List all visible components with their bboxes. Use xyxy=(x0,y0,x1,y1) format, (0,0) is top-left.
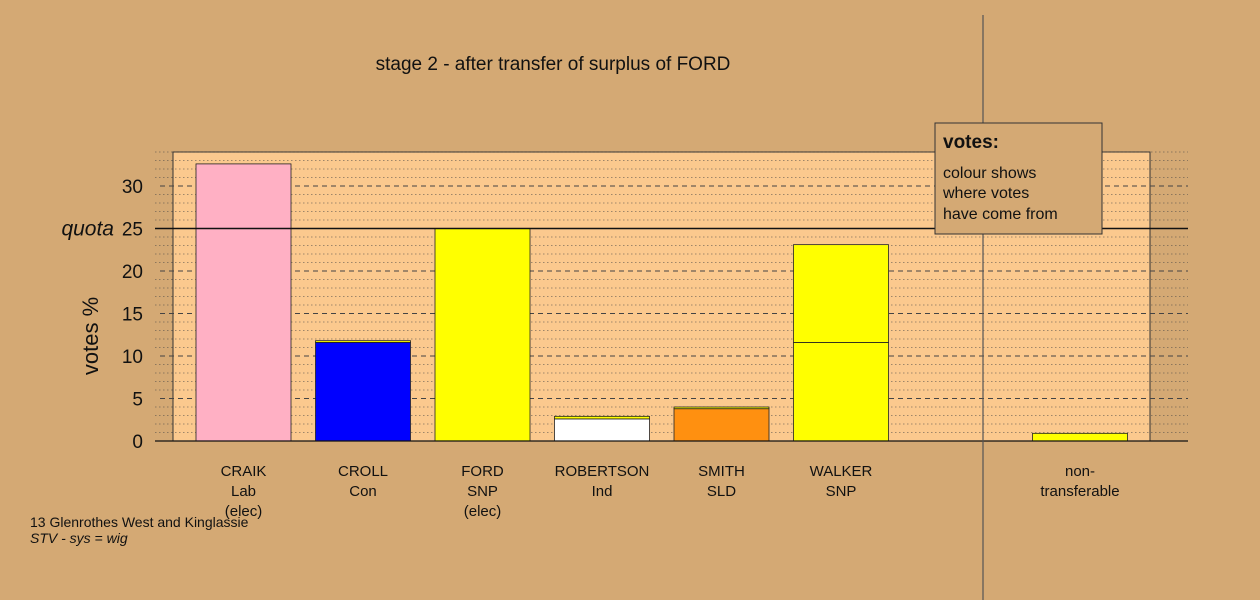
category-label: (elec) xyxy=(225,503,263,520)
quota-label: quota xyxy=(61,218,114,241)
bar-3-segment-0 xyxy=(554,418,650,442)
legend-line-3: have come from xyxy=(943,206,1058,223)
category-labels: CRAIK Lab (elec) CROLL Con FORD SNP (elec) ROBER… xyxy=(221,463,1120,520)
category-label: WALKER xyxy=(810,463,873,480)
legend-title: votes: xyxy=(943,132,999,153)
category-label: Con xyxy=(349,483,377,500)
y-tick-label: 30 xyxy=(122,177,143,198)
bar-1-segment-0 xyxy=(315,341,411,442)
category-label: non- xyxy=(1065,463,1095,480)
system-label: STV - sys = wig xyxy=(30,530,128,546)
bar-4-segment-1 xyxy=(673,406,770,410)
category-label: Lab xyxy=(231,483,256,500)
bar-5-segment-0 xyxy=(793,341,889,442)
legend-box: votes: colour shows where votes have com… xyxy=(934,122,1103,235)
category-label: SLD xyxy=(707,483,736,500)
category-label: ROBERTSON xyxy=(555,463,650,480)
chart-title: stage 2 - after transfer of surplus of F… xyxy=(376,54,731,75)
category-label: CROLL xyxy=(338,463,388,480)
bar-1-segment-1 xyxy=(315,340,411,343)
bars xyxy=(195,163,1128,442)
constituency-label: 13 Glenrothes West and Kinglassie xyxy=(30,514,249,530)
y-tick-label: 20 xyxy=(122,262,143,283)
bar-2-segment-0 xyxy=(434,228,531,442)
category-label: SNP xyxy=(826,483,857,500)
legend-line-1: colour shows xyxy=(943,165,1036,182)
bar-3-segment-1 xyxy=(554,415,650,420)
bar-7-segment-0 xyxy=(1032,432,1128,442)
y-tick-label: 5 xyxy=(132,390,143,411)
category-label: SMITH xyxy=(698,463,745,480)
legend-line-2: where votes xyxy=(942,185,1029,202)
category-label: CRAIK xyxy=(221,463,267,480)
legend-background xyxy=(934,122,1103,235)
y-tick-label: 0 xyxy=(132,432,143,453)
bar-4-segment-0 xyxy=(673,408,770,442)
category-label: (elec) xyxy=(464,503,502,520)
category-label: Ind xyxy=(592,483,613,500)
footer: 13 Glenrothes West and Kinglassie STV - … xyxy=(30,514,248,546)
y-axis-label: votes % xyxy=(78,297,103,375)
bar-0-segment-0 xyxy=(195,163,292,442)
category-label: transferable xyxy=(1040,483,1119,500)
y-tick-label: 25 xyxy=(122,220,143,241)
y-axis: 0 5 10 15 20 25 30 quota xyxy=(61,177,1188,453)
category-label: FORD xyxy=(461,463,504,480)
y-tick-label: 10 xyxy=(122,347,143,368)
y-tick-label: 15 xyxy=(122,305,143,326)
category-label: SNP xyxy=(467,483,498,500)
bar-5-segment-1 xyxy=(793,244,889,343)
